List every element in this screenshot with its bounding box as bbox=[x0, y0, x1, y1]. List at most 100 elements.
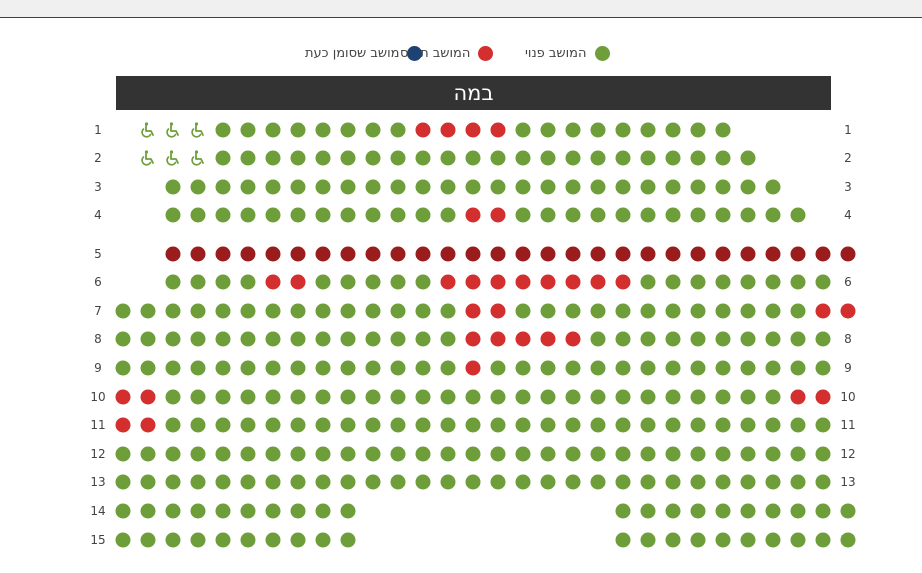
seat-available[interactable] bbox=[640, 150, 656, 166]
seat-available[interactable] bbox=[640, 207, 656, 223]
seat-available[interactable] bbox=[690, 417, 706, 433]
seat-taken[interactable] bbox=[465, 303, 481, 319]
seat-available[interactable] bbox=[790, 446, 806, 462]
seat-available[interactable] bbox=[440, 207, 456, 223]
seat-available[interactable] bbox=[390, 417, 406, 433]
seat-available[interactable] bbox=[540, 122, 556, 138]
seat-available[interactable] bbox=[690, 532, 706, 548]
seat-available[interactable] bbox=[715, 389, 731, 405]
seat-available[interactable] bbox=[240, 417, 256, 433]
seat-available[interactable] bbox=[665, 122, 681, 138]
seat-available[interactable] bbox=[265, 207, 281, 223]
seat-available[interactable] bbox=[515, 474, 531, 490]
seat-available[interactable] bbox=[265, 474, 281, 490]
seat-taken[interactable] bbox=[490, 122, 506, 138]
seat-available[interactable] bbox=[415, 360, 431, 376]
seat-available[interactable] bbox=[765, 207, 781, 223]
seat-available[interactable] bbox=[340, 274, 356, 290]
seat-available[interactable] bbox=[590, 474, 606, 490]
seat-available[interactable] bbox=[115, 474, 131, 490]
seat-available[interactable] bbox=[815, 474, 831, 490]
seat-available[interactable] bbox=[565, 179, 581, 195]
seat-taken[interactable] bbox=[140, 389, 156, 405]
seat-available[interactable] bbox=[315, 207, 331, 223]
seat-available[interactable] bbox=[390, 303, 406, 319]
seat-available[interactable] bbox=[190, 360, 206, 376]
seat-taken[interactable] bbox=[765, 246, 781, 262]
seat-taken[interactable] bbox=[440, 274, 456, 290]
seat-available[interactable] bbox=[190, 274, 206, 290]
seat-taken[interactable] bbox=[315, 246, 331, 262]
seat-available[interactable] bbox=[515, 122, 531, 138]
seat-available[interactable] bbox=[365, 122, 381, 138]
seat-available[interactable] bbox=[590, 150, 606, 166]
seat-available[interactable] bbox=[815, 503, 831, 519]
seat-available[interactable] bbox=[640, 303, 656, 319]
seat-available[interactable] bbox=[365, 417, 381, 433]
seat-available[interactable] bbox=[215, 417, 231, 433]
seat-available[interactable] bbox=[190, 389, 206, 405]
seat-taken[interactable] bbox=[115, 389, 131, 405]
seat-available[interactable] bbox=[190, 417, 206, 433]
seat-available[interactable] bbox=[290, 446, 306, 462]
seat-available[interactable] bbox=[165, 446, 181, 462]
seat-available[interactable] bbox=[715, 122, 731, 138]
seat-available[interactable] bbox=[740, 474, 756, 490]
seat-taken[interactable] bbox=[665, 246, 681, 262]
seat-available[interactable] bbox=[665, 274, 681, 290]
seat-available[interactable] bbox=[715, 532, 731, 548]
seat-taken[interactable] bbox=[590, 246, 606, 262]
seat-available[interactable] bbox=[290, 417, 306, 433]
seat-available[interactable] bbox=[365, 303, 381, 319]
seat-taken[interactable] bbox=[690, 246, 706, 262]
seat-available[interactable] bbox=[665, 303, 681, 319]
seat-taken[interactable] bbox=[540, 331, 556, 347]
seat-available[interactable] bbox=[690, 303, 706, 319]
seat-available[interactable] bbox=[540, 179, 556, 195]
seat-available[interactable] bbox=[215, 446, 231, 462]
seat-available[interactable] bbox=[415, 179, 431, 195]
seat-available[interactable] bbox=[365, 331, 381, 347]
seat-available[interactable] bbox=[665, 532, 681, 548]
seat-available[interactable] bbox=[190, 446, 206, 462]
seat-available[interactable] bbox=[540, 474, 556, 490]
seat-taken[interactable] bbox=[390, 246, 406, 262]
seat-available[interactable] bbox=[565, 303, 581, 319]
seat-available[interactable] bbox=[440, 474, 456, 490]
seat-available[interactable] bbox=[515, 150, 531, 166]
seat-taken[interactable] bbox=[240, 246, 256, 262]
seat-available[interactable] bbox=[565, 474, 581, 490]
seat-available[interactable] bbox=[690, 274, 706, 290]
seat-available[interactable] bbox=[665, 446, 681, 462]
seat-available[interactable] bbox=[115, 331, 131, 347]
seat-taken[interactable] bbox=[515, 246, 531, 262]
seat-taken[interactable] bbox=[465, 207, 481, 223]
seat-available[interactable] bbox=[315, 446, 331, 462]
seat-available[interactable] bbox=[765, 331, 781, 347]
seat-available[interactable] bbox=[765, 532, 781, 548]
seat-taken[interactable] bbox=[465, 331, 481, 347]
seat-available[interactable] bbox=[190, 179, 206, 195]
seat-available[interactable] bbox=[640, 417, 656, 433]
seat-available[interactable] bbox=[340, 389, 356, 405]
seat-available[interactable] bbox=[765, 303, 781, 319]
seat-available[interactable] bbox=[665, 474, 681, 490]
seat-available[interactable] bbox=[315, 303, 331, 319]
seat-available[interactable] bbox=[440, 389, 456, 405]
seat-available[interactable] bbox=[790, 503, 806, 519]
seat-available[interactable] bbox=[615, 389, 631, 405]
seat-available[interactable] bbox=[215, 532, 231, 548]
seat-available[interactable] bbox=[465, 474, 481, 490]
seat-available[interactable] bbox=[215, 474, 231, 490]
seat-available[interactable] bbox=[240, 532, 256, 548]
seat-available[interactable] bbox=[415, 474, 431, 490]
seat-available[interactable] bbox=[740, 207, 756, 223]
seat-available[interactable] bbox=[690, 150, 706, 166]
seat-available[interactable] bbox=[790, 532, 806, 548]
seat-taken[interactable] bbox=[790, 389, 806, 405]
seat-available[interactable] bbox=[540, 389, 556, 405]
seat-available[interactable] bbox=[415, 150, 431, 166]
seat-available[interactable] bbox=[790, 417, 806, 433]
seat-available[interactable] bbox=[415, 303, 431, 319]
wheelchair-icon[interactable] bbox=[191, 150, 204, 166]
